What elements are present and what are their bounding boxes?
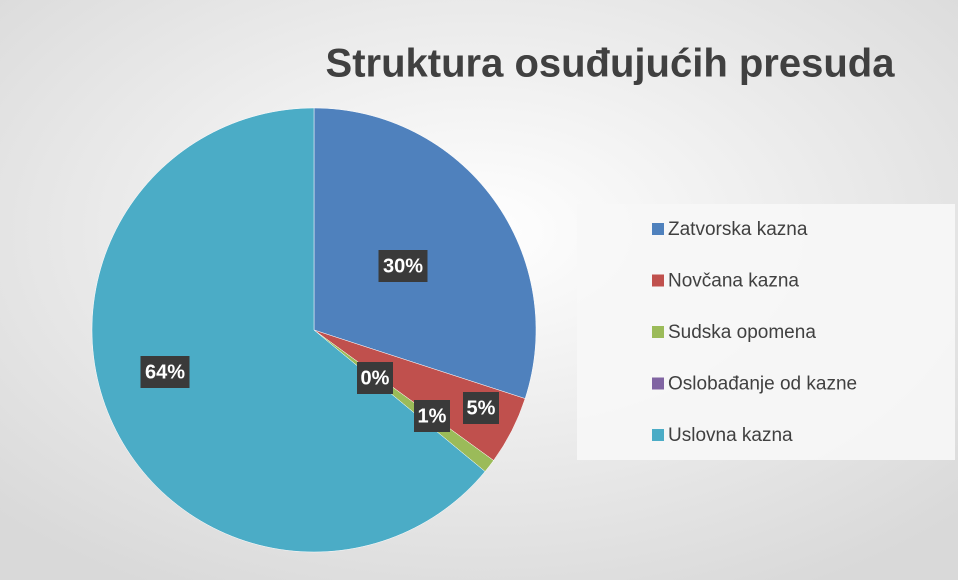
data-label: 1%	[418, 405, 447, 427]
chart-title: Struktura osuđujućih presuda	[326, 42, 896, 86]
legend-swatch	[652, 377, 664, 390]
data-label: 5%	[467, 397, 496, 419]
legend-label: Uslovna kazna	[668, 425, 793, 446]
legend-label: Sudska opomena	[668, 322, 816, 343]
data-label: 30%	[383, 255, 423, 277]
data-label-box	[357, 362, 393, 394]
data-label: 64%	[145, 361, 185, 383]
data-labels: 30% 5% 1% 0% 64%	[140, 250, 499, 432]
legend-label: Zatvorska kazna	[668, 219, 808, 240]
data-label: 0%	[361, 367, 390, 389]
data-label-box	[378, 250, 428, 282]
legend-label: Novčana kazna	[668, 271, 799, 292]
legend: Zatvorska kazna Novčana kazna Sudska opome…	[652, 219, 857, 446]
legend-box	[577, 204, 955, 460]
legend-label: Oslobađanje od kazne	[668, 374, 857, 395]
pie	[91, 107, 537, 553]
legend-swatch	[652, 429, 664, 441]
data-label-box	[463, 392, 499, 424]
pie-slice	[91, 107, 486, 553]
legend-swatch	[652, 274, 664, 287]
legend-swatch	[652, 326, 664, 338]
data-label-box	[140, 356, 190, 388]
data-label-box	[414, 400, 450, 432]
legend-swatch	[652, 223, 664, 235]
